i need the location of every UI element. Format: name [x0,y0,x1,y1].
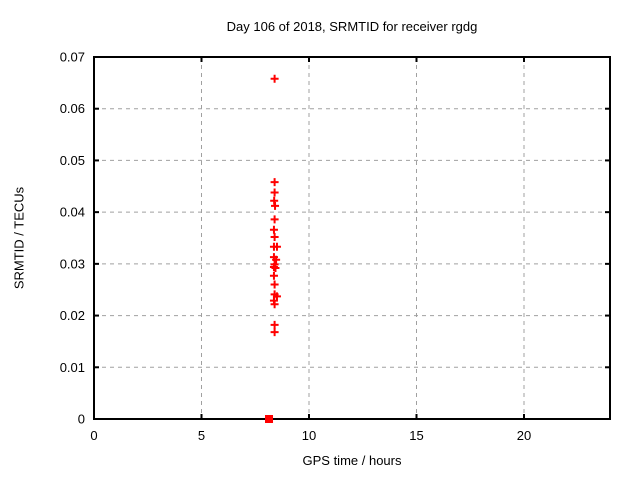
data-point-plus [271,263,280,272]
data-point-plus [272,292,281,301]
x-axis-label: GPS time / hours [302,453,402,468]
data-point-plus [270,178,279,187]
x-tick-label: 5 [198,428,205,443]
data-point-plus [270,74,279,83]
data-point-plus [271,201,280,210]
x-tick-label: 15 [409,428,423,443]
y-tick-label: 0.01 [60,360,85,375]
y-tick-label: 0.04 [60,205,85,220]
data-point-plus [270,232,279,241]
data-point-plus [270,320,279,329]
y-axis-label: SRMTID / TECUs [11,186,27,290]
x-tick-label: 0 [90,428,97,443]
y-tick-label: 0.03 [60,256,85,271]
y-tick-label: 0 [78,412,85,427]
data-point-plus [269,225,278,234]
data-point-plus [270,215,279,224]
data-point-plus [270,280,279,289]
y-tick-label: 0.07 [60,50,85,65]
data-point-plus [272,255,281,264]
data-point-plus [270,188,279,197]
chart-title: Day 106 of 2018, SRMTID for receiver rgd… [226,19,478,34]
x-tick-label: 10 [302,428,316,443]
data-point-plus [270,328,279,337]
y-tick-label: 0.02 [60,308,85,323]
data-point-plus [270,300,279,309]
plot-border [93,56,611,420]
y-tick-label: 0.06 [60,101,85,116]
x-tick-label: 20 [517,428,531,443]
y-tick-label: 0.05 [60,153,85,168]
data-point-plus [269,262,278,271]
data-point-plus [272,242,281,251]
data-point-plus [269,271,278,280]
data-point-square [265,415,274,423]
